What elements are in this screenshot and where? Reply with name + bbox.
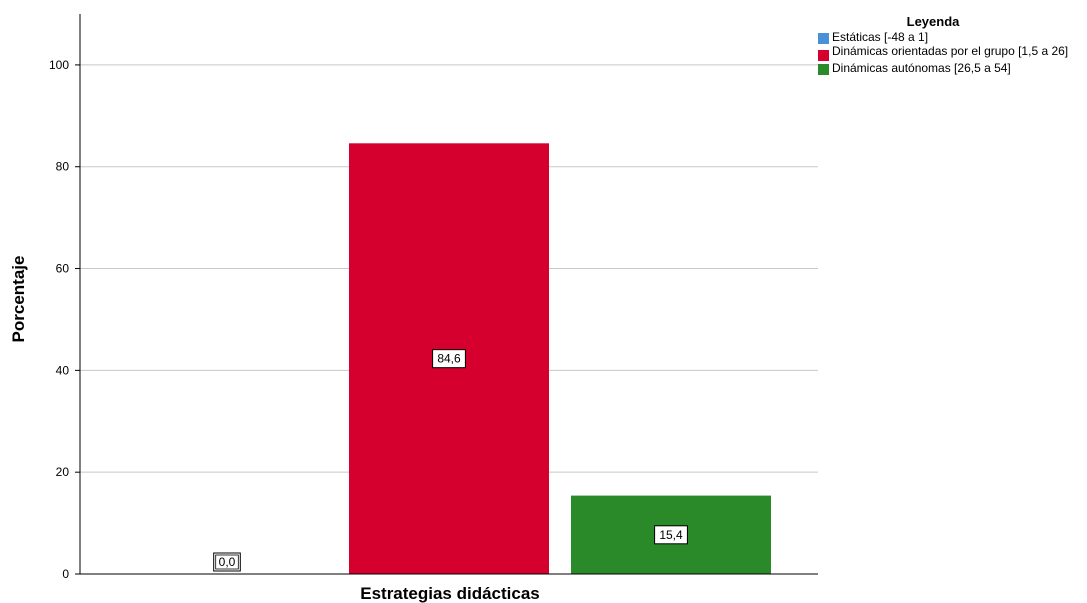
y-axis-title: Porcentaje — [9, 256, 28, 343]
y-tick-label: 40 — [56, 363, 70, 377]
data-labels: 0,0 84,6 15,4 — [213, 349, 688, 572]
data-label: 15,4 — [654, 525, 688, 545]
y-tick-label: 60 — [56, 262, 70, 276]
y-tick-label: 0 — [62, 567, 69, 581]
bars — [349, 143, 771, 575]
data-label-box — [432, 349, 466, 369]
data-label-box — [213, 552, 241, 572]
data-label-text: 0,0 — [219, 555, 236, 569]
y-axis-ticks: 0 20 40 60 80 100 — [49, 58, 80, 581]
x-axis-title: Estrategias didácticas — [360, 584, 540, 603]
data-label-inner-box — [215, 554, 239, 570]
legend-swatch — [818, 50, 829, 61]
data-label-text: 84,6 — [437, 352, 461, 366]
legend-label: Dinámicas autónomas [26,5 a 54] — [832, 61, 1011, 75]
data-label-box — [654, 525, 688, 545]
legend-item: Dinámicas autónomas [26,5 a 54] — [818, 61, 1080, 75]
y-tick-label: 100 — [49, 58, 69, 72]
legend-item: Estáticas [-48 a 1] — [818, 30, 1080, 44]
legend-swatch — [818, 64, 829, 75]
legend-item: Dinámicas orientadas por el grupo [1,5 a… — [818, 44, 1080, 61]
data-label: 0,0 — [213, 552, 241, 572]
data-label-text: 15,4 — [659, 528, 683, 542]
legend-swatch — [818, 33, 829, 44]
y-tick-label: 80 — [56, 160, 70, 174]
legend-title: Leyenda — [906, 14, 960, 29]
y-tick-label: 20 — [56, 465, 70, 479]
legend: Leyenda Estáticas [-48 a 1] Dinámicas or… — [818, 14, 1080, 77]
data-label: 84,6 — [432, 349, 466, 369]
legend-label: Estáticas [-48 a 1] — [832, 30, 929, 44]
legend-label: Dinámicas orientadas por el grupo [1,5 a… — [832, 44, 1069, 58]
